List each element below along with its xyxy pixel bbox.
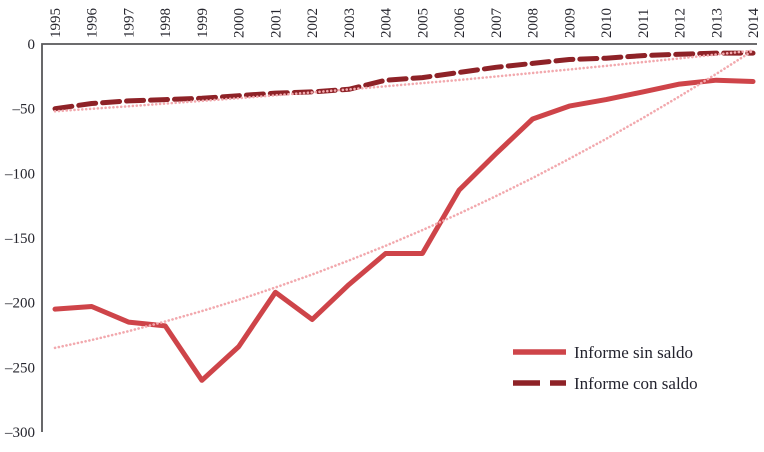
x-axis-tick-label: 1996: [85, 8, 101, 39]
x-axis-tick-label: 2004: [379, 8, 395, 39]
y-axis-tick-label: –200: [4, 296, 35, 312]
x-axis-tick-label: 2009: [562, 8, 578, 38]
x-axis-tick-label: 1997: [121, 8, 137, 39]
x-axis-tick-label: 1995: [48, 8, 64, 38]
x-axis-tick-label: 1998: [158, 8, 174, 38]
series-line-informe-con-saldo: [52, 50, 756, 112]
y-axis-tick-label: 0: [28, 37, 36, 53]
trendline-informe-sin-saldo: [53, 49, 755, 350]
trendline-informe-con-saldo: [53, 49, 755, 113]
series-line-informe-sin-saldo: [52, 77, 756, 383]
legend-label: Informe con saldo: [574, 374, 698, 393]
x-axis-tick-label: 2013: [709, 8, 725, 38]
x-axis-tick-label: 2008: [526, 8, 542, 38]
x-axis-tick-label: 2002: [305, 8, 321, 38]
y-axis-tick-label: –300: [4, 425, 35, 441]
x-axis-tick-label: 2001: [268, 8, 284, 38]
x-axis-tick-label: 2007: [489, 8, 505, 39]
y-axis-tick-label: –50: [12, 102, 36, 118]
legend-label: Informe sin saldo: [574, 343, 693, 362]
x-axis-tick-label: 2003: [342, 8, 358, 38]
x-axis-tick-label: 2006: [452, 8, 468, 39]
x-axis-tick-label: 2010: [599, 8, 615, 38]
x-axis-tick-label: 2005: [415, 8, 431, 38]
x-axis-tick-label: 2014: [746, 8, 762, 39]
x-axis-tick-label: 1999: [195, 8, 211, 38]
x-axis-tick-label: 2000: [232, 8, 248, 38]
y-axis-tick-label: –100: [4, 166, 35, 182]
y-axis-tick-label: –150: [4, 231, 35, 247]
x-axis-tick-label: 2011: [636, 9, 652, 38]
y-axis-tick-label: –250: [4, 360, 35, 376]
axis-lines: [41, 43, 757, 432]
x-axis-tick-label: 2012: [673, 8, 689, 38]
